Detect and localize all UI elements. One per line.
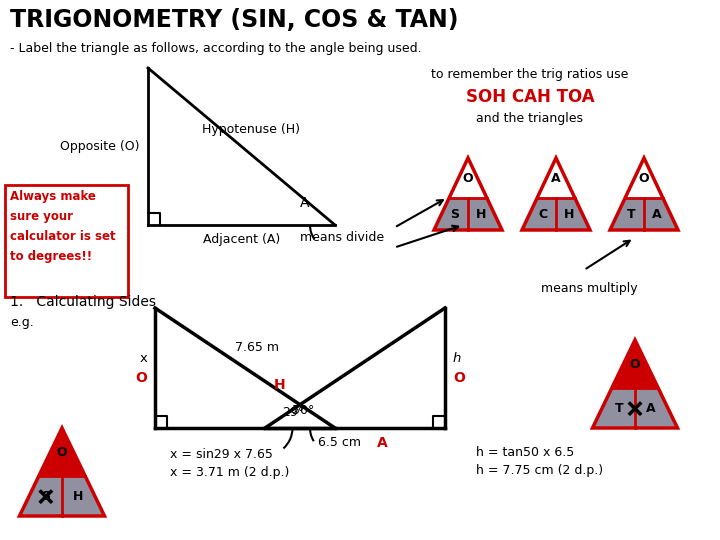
Text: SOH CAH TOA: SOH CAH TOA — [466, 88, 594, 106]
Polygon shape — [522, 198, 590, 230]
Polygon shape — [19, 476, 104, 516]
Text: Hypotenuse (H): Hypotenuse (H) — [202, 124, 300, 137]
Text: C: C — [539, 208, 548, 221]
Text: and the triangles: and the triangles — [477, 112, 583, 125]
Text: TRIGONOMETRY (SIN, COS & TAN): TRIGONOMETRY (SIN, COS & TAN) — [10, 8, 459, 32]
Text: H: H — [73, 490, 84, 503]
Polygon shape — [593, 388, 678, 428]
Text: S: S — [451, 208, 459, 221]
Text: A: A — [652, 208, 662, 221]
Text: means multiply: means multiply — [541, 282, 637, 295]
Text: O: O — [463, 172, 473, 185]
Polygon shape — [611, 340, 658, 388]
Text: - Label the triangle as follows, according to the angle being used.: - Label the triangle as follows, accordi… — [10, 42, 422, 55]
Polygon shape — [610, 198, 678, 230]
Text: A: A — [300, 196, 310, 210]
Polygon shape — [434, 198, 502, 230]
Text: O: O — [453, 371, 465, 385]
Text: h: h — [453, 352, 462, 365]
Text: A: A — [377, 436, 388, 450]
Text: O: O — [630, 358, 640, 371]
Text: 50°: 50° — [292, 403, 314, 416]
Text: x = sin29 x 7.65: x = sin29 x 7.65 — [170, 448, 273, 461]
Text: to remember the trig ratios use: to remember the trig ratios use — [431, 68, 629, 81]
Text: e.g.: e.g. — [10, 316, 34, 329]
Text: H: H — [476, 208, 486, 221]
Text: h = tan50 x 6.5: h = tan50 x 6.5 — [476, 446, 575, 459]
Text: 6.5 cm: 6.5 cm — [318, 436, 361, 449]
Text: H: H — [274, 378, 286, 392]
Text: A: A — [552, 172, 561, 185]
Text: H: H — [564, 208, 574, 221]
Text: A: A — [647, 402, 656, 415]
Text: x = 3.71 m (2 d.p.): x = 3.71 m (2 d.p.) — [170, 466, 289, 479]
Text: O: O — [639, 172, 649, 185]
Text: O: O — [57, 446, 67, 459]
Polygon shape — [39, 428, 86, 476]
Text: 29°: 29° — [282, 406, 304, 419]
Text: Always make
sure your
calculator is set
to degrees!!: Always make sure your calculator is set … — [10, 190, 116, 263]
Text: Adjacent (A): Adjacent (A) — [203, 233, 280, 246]
Text: 7.65 m: 7.65 m — [235, 341, 279, 354]
Text: O: O — [135, 371, 147, 385]
Text: Opposite (O): Opposite (O) — [60, 140, 140, 153]
Text: 1.   Calculating Sides: 1. Calculating Sides — [10, 295, 156, 309]
Text: h = 7.75 cm (2 d.p.): h = 7.75 cm (2 d.p.) — [476, 464, 603, 477]
Text: means divide: means divide — [300, 231, 384, 244]
Text: T: T — [615, 402, 624, 415]
Text: S: S — [41, 490, 50, 503]
Text: x: x — [139, 352, 147, 365]
Text: T: T — [627, 208, 635, 221]
Bar — [5, 185, 128, 297]
